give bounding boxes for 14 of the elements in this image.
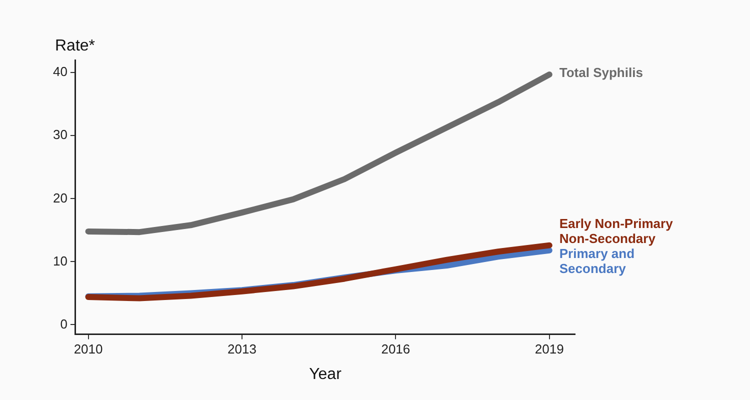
x-tick-label: 2016 bbox=[381, 342, 410, 357]
series-label: Total Syphilis bbox=[559, 65, 643, 80]
series-label: Early Non-Primary Non-Secondary bbox=[559, 216, 674, 246]
x-tick-label: 2010 bbox=[74, 342, 103, 357]
y-axis-title: Rate* bbox=[55, 37, 96, 54]
y-tick-label: 0 bbox=[60, 316, 68, 332]
y-tick-label: 40 bbox=[52, 64, 68, 80]
y-tick-label: 20 bbox=[52, 190, 68, 206]
series-label: Primary and Secondary bbox=[559, 246, 635, 276]
y-tick-label: 10 bbox=[52, 253, 68, 268]
x-tick-label: 2013 bbox=[228, 342, 256, 357]
y-tick-label: 30 bbox=[52, 127, 68, 142]
x-tick-label: 2019 bbox=[534, 342, 564, 357]
x-axis-title: Year bbox=[309, 366, 342, 383]
